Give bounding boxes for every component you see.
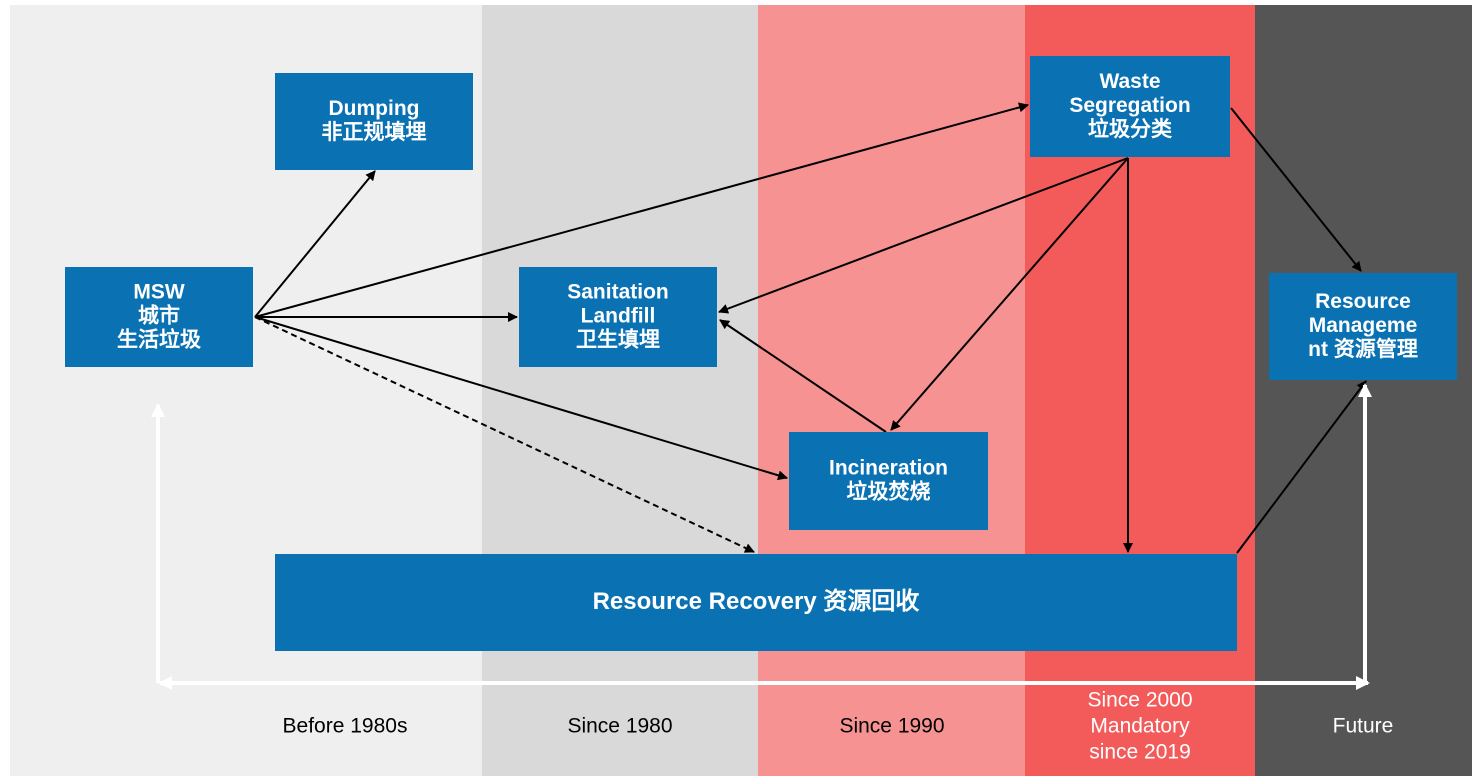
arrow <box>718 157 1129 314</box>
node-label: 垃圾焚烧 <box>847 480 931 504</box>
node-label: Dumping <box>329 97 420 120</box>
node-label: 垃圾分类 <box>1088 117 1173 141</box>
arrow <box>719 319 887 433</box>
era-label: Since 1990 <box>839 715 944 738</box>
node-label: nt 资源管理 <box>1308 337 1418 361</box>
node-label: 城市 <box>138 304 180 328</box>
node-label: Manageme <box>1309 314 1418 337</box>
era-label: Since 1980 <box>567 715 672 738</box>
arrow <box>254 316 788 481</box>
era-band <box>758 5 1025 776</box>
node: Resource Recovery 资源回收 <box>275 554 1237 651</box>
node-label: Segregation <box>1069 94 1190 117</box>
arrow <box>890 157 1129 431</box>
era-label: Future <box>1333 715 1394 738</box>
arrow <box>254 170 376 318</box>
arrow <box>254 102 1029 318</box>
arrow <box>1236 380 1367 554</box>
node-box <box>65 267 253 367</box>
era-label: Mandatory <box>1090 715 1190 738</box>
node-box <box>1030 56 1230 157</box>
node-label: 非正规填埋 <box>322 121 427 144</box>
node-box <box>275 554 1237 651</box>
timeline <box>151 383 1372 690</box>
arrows <box>254 102 1367 554</box>
node-box <box>275 73 473 170</box>
dashed-arrow <box>254 316 755 553</box>
node-box <box>789 432 988 530</box>
era-band <box>482 5 758 776</box>
arrow <box>1230 107 1362 272</box>
node-box <box>1269 273 1457 380</box>
node-label: 生活垃圾 <box>117 328 202 352</box>
node-label: Landfill <box>581 305 656 328</box>
node-label: Sanitation <box>567 281 669 304</box>
era-label: Before 1980s <box>283 715 408 738</box>
node-label: Waste <box>1099 70 1160 93</box>
era-label: since 2019 <box>1089 741 1191 764</box>
node-label: Resource Recovery 资源回收 <box>593 588 920 615</box>
node-label: MSW <box>133 281 185 304</box>
node-label: 卫生填埋 <box>576 328 660 352</box>
node-label: Resource <box>1315 290 1411 313</box>
era-label: Since 2000 <box>1087 689 1192 712</box>
node-label: Incineration <box>829 457 948 480</box>
node-box <box>519 267 717 367</box>
